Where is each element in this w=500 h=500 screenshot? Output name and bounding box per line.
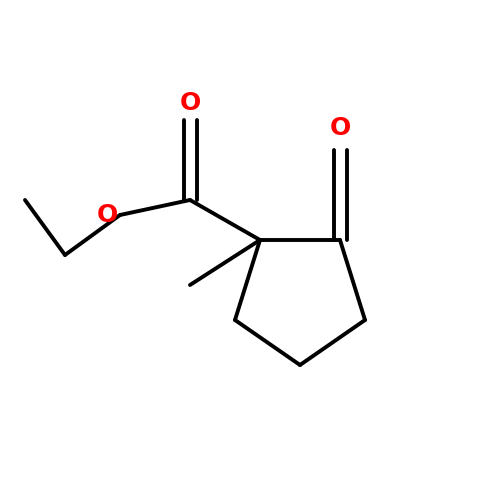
Text: O: O [330, 116, 350, 140]
Text: O: O [180, 91, 201, 115]
Text: O: O [96, 203, 118, 227]
